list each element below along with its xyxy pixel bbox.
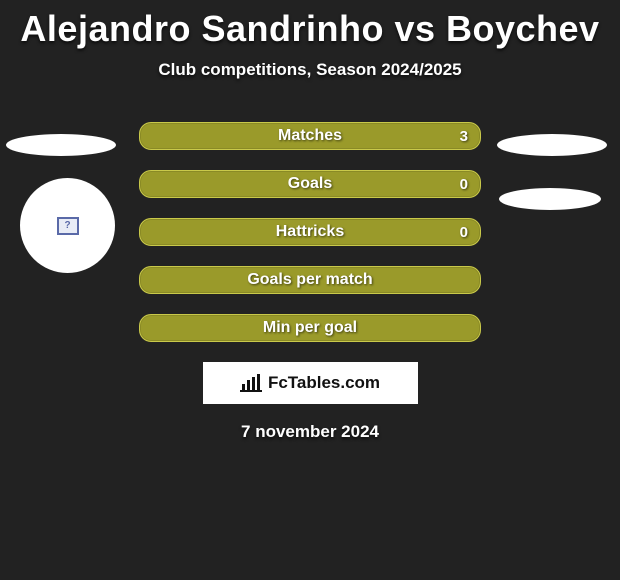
stat-row-matches: Matches 3 <box>139 122 481 150</box>
stat-label: Goals <box>288 175 332 193</box>
decor-ellipse-right-lower <box>499 188 601 210</box>
stat-row-hattricks: Hattricks 0 <box>139 218 481 246</box>
stat-value: 3 <box>460 128 468 145</box>
stat-value: 0 <box>460 176 468 193</box>
stat-label: Min per goal <box>263 319 357 337</box>
stat-value: 0 <box>460 224 468 241</box>
stat-row-goals: Goals 0 <box>139 170 481 198</box>
stat-row-min-per-goal: Min per goal <box>139 314 481 342</box>
footer-date: 7 november 2024 <box>0 422 620 442</box>
page-subtitle: Club competitions, Season 2024/2025 <box>0 60 620 80</box>
stat-label: Hattricks <box>276 223 344 241</box>
avatar-placeholder-icon: ? <box>57 217 79 235</box>
decor-ellipse-right-upper <box>497 134 607 156</box>
stat-row-goals-per-match: Goals per match <box>139 266 481 294</box>
stat-label: Matches <box>278 127 342 145</box>
avatar: ? <box>20 178 115 273</box>
page-title: Alejandro Sandrinho vs Boychev <box>0 8 620 50</box>
bar-chart-icon <box>240 374 262 392</box>
brand-box: FcTables.com <box>203 362 418 404</box>
decor-ellipse-left <box>6 134 116 156</box>
stat-label: Goals per match <box>247 271 372 289</box>
brand-text: FcTables.com <box>268 373 380 393</box>
